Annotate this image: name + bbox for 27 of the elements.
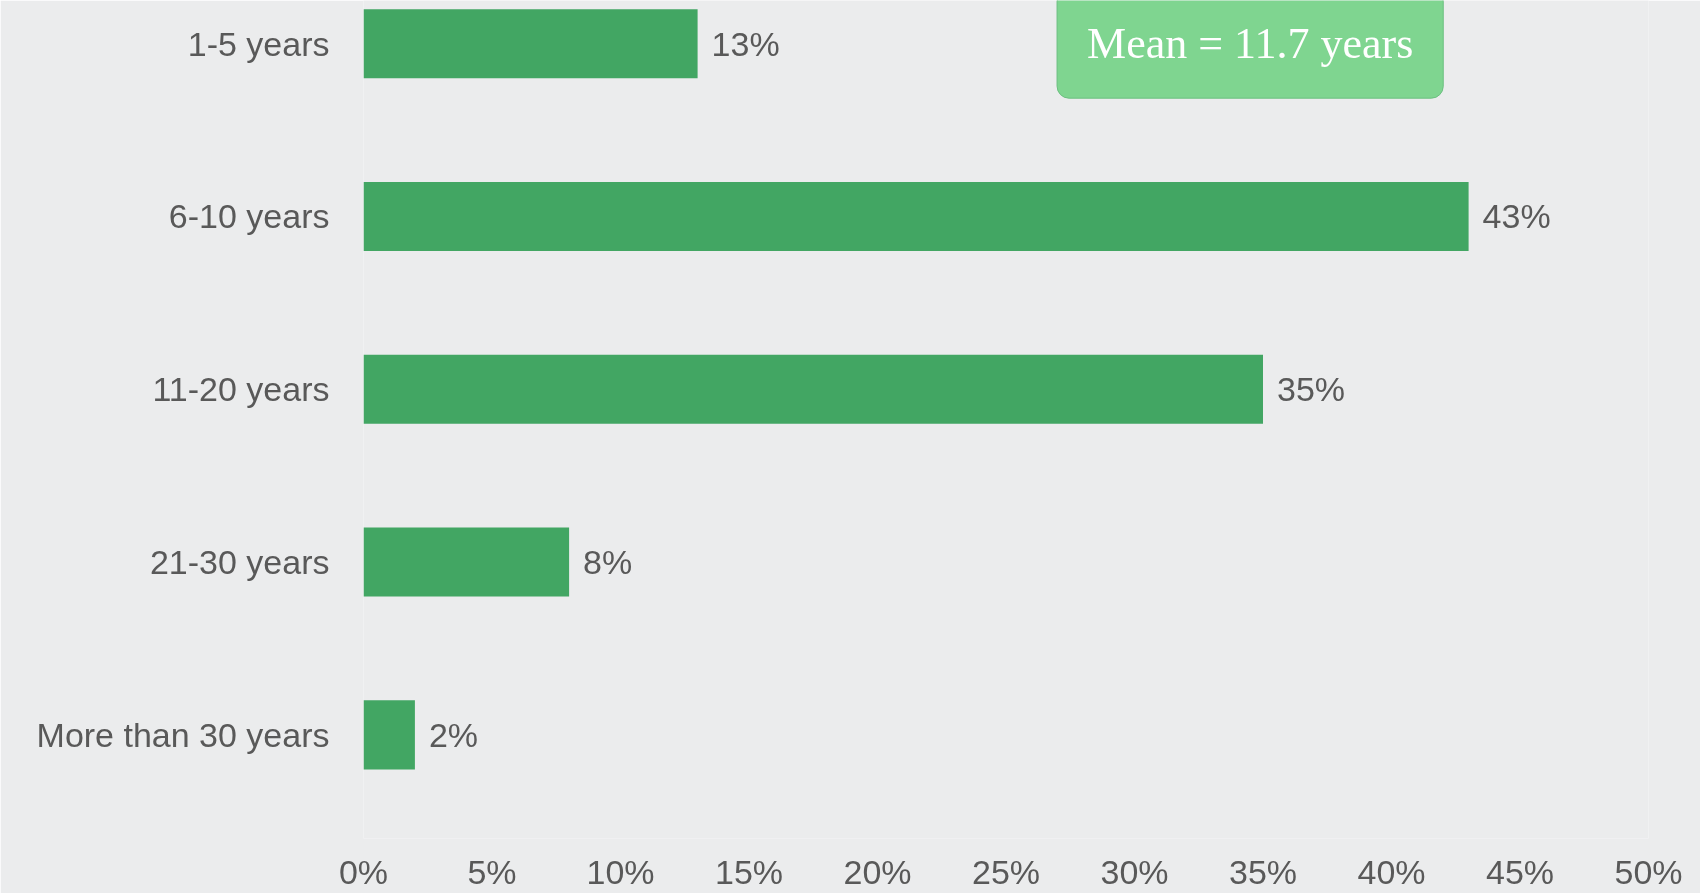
- y-tick-label: 1-5 years: [187, 24, 330, 63]
- y-tick-label: 11-20 years: [152, 370, 330, 409]
- bar: [363, 354, 1263, 424]
- data-label: 35%: [1277, 370, 1346, 409]
- data-label: 2%: [428, 715, 479, 754]
- x-tick-label: 50%: [1614, 852, 1683, 891]
- bar: [363, 527, 570, 597]
- annotation: Mean = 11.7 years: [1087, 19, 1414, 69]
- x-tick-label: 40%: [1357, 852, 1426, 891]
- x-tick-label: 5%: [467, 852, 517, 891]
- x-tick-label: 0%: [338, 852, 389, 891]
- data-label: 8%: [583, 543, 633, 582]
- x-tick-label: 45%: [1485, 852, 1555, 891]
- x-tick-label: 20%: [843, 852, 912, 891]
- x-tick-label: 30%: [1100, 852, 1169, 891]
- y-tick-label: 6-10 years: [168, 197, 330, 236]
- x-tick-label: 10%: [586, 852, 655, 891]
- data-label: 43%: [1482, 197, 1551, 236]
- x-tick-label: 25%: [971, 852, 1041, 891]
- data-label: 13%: [711, 24, 780, 63]
- x-tick-label: 15%: [714, 852, 784, 891]
- x-tick-label: 35%: [1228, 852, 1298, 891]
- bar: [363, 9, 698, 79]
- y-tick-label: More than 30 years: [36, 715, 330, 754]
- bar: [363, 181, 1469, 252]
- bar: [363, 700, 415, 770]
- y-tick-label: 21-30 years: [149, 543, 330, 582]
